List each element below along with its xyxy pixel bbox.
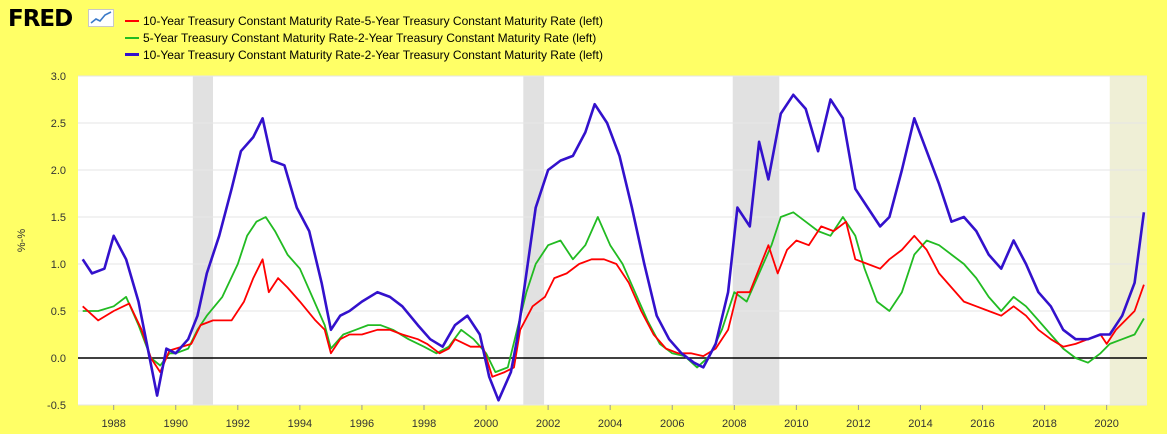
x-tick-label: 2016 <box>970 418 994 430</box>
x-tick-label: 1996 <box>350 418 374 430</box>
y-tick-label: 3.0 <box>51 71 66 83</box>
x-tick-label: 2004 <box>598 418 622 430</box>
y-tick-label: -0.5 <box>47 400 66 412</box>
recession-band <box>523 76 545 405</box>
x-tick-label: 2014 <box>908 418 932 430</box>
y-tick-label: 0.0 <box>51 353 66 365</box>
legend-label-10y-2y: 10-Year Treasury Constant Maturity Rate-… <box>143 47 603 62</box>
chart-header: FRED 10-Year Treasury Constant Maturity … <box>0 0 1167 62</box>
y-tick-label: 2.5 <box>51 118 66 130</box>
chart-legend: 10-Year Treasury Constant Maturity Rate-… <box>125 12 603 63</box>
x-tick-label: 1994 <box>288 418 312 430</box>
y-tick-label: 2.0 <box>51 165 66 177</box>
recession-band <box>732 76 780 405</box>
legend-label-10y-5y: 10-Year Treasury Constant Maturity Rate-… <box>143 13 603 28</box>
x-tick-label: 2008 <box>722 418 746 430</box>
trend-line-icon <box>88 9 114 27</box>
x-tick-label: 2020 <box>1094 418 1118 430</box>
x-tick-label: 1990 <box>164 418 188 430</box>
legend-item-10y-5y: 10-Year Treasury Constant Maturity Rate-… <box>125 12 603 29</box>
legend-item-10y-2y: 10-Year Treasury Constant Maturity Rate-… <box>125 46 603 63</box>
series-line-5y-2y <box>82 211 1145 374</box>
legend-label-5y-2y: 5-Year Treasury Constant Maturity Rate-2… <box>143 30 597 45</box>
x-tick-label: 1998 <box>412 418 436 430</box>
y-tick-label: 1.5 <box>51 212 66 224</box>
x-tick-label: 2006 <box>660 418 684 430</box>
x-tick-label: 2018 <box>1032 418 1056 430</box>
y-tick-label: 0.5 <box>51 306 66 318</box>
legend-swatch-10y-2y <box>125 53 139 56</box>
x-tick-label: 1992 <box>226 418 250 430</box>
x-tick-label: 1988 <box>101 418 125 430</box>
series-line-10y-5y <box>82 220 1145 378</box>
recession-band <box>192 76 213 405</box>
y-tick-label: 1.0 <box>51 259 66 271</box>
x-tick-label: 2002 <box>536 418 560 430</box>
legend-item-5y-2y: 5-Year Treasury Constant Maturity Rate-2… <box>125 29 603 46</box>
fred-logo: FRED <box>8 6 73 32</box>
x-tick-label: 2010 <box>784 418 808 430</box>
series-line-10y-2y <box>81 93 1146 402</box>
legend-swatch-5y-2y <box>125 36 139 39</box>
x-tick-label: 2012 <box>846 418 870 430</box>
x-tick-label: 2000 <box>474 418 498 430</box>
plot-area <box>78 76 1147 405</box>
legend-swatch-10y-5y <box>125 19 139 22</box>
y-axis-label: %-% <box>16 229 28 252</box>
